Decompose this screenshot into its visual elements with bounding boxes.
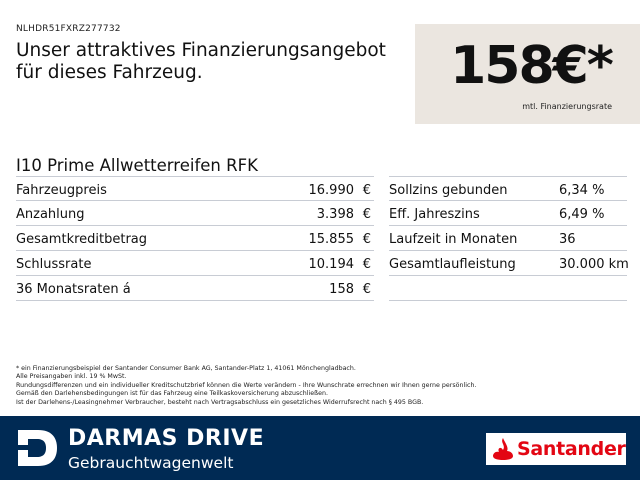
- footnote: * ein Finanzierungsbeispiel der Santande…: [16, 365, 626, 407]
- row-currency: €: [362, 232, 371, 247]
- row-value: 15.855: [308, 232, 355, 247]
- footnote-line: Ist der Darlehens-/Leasingnehmer Verbrau…: [16, 398, 424, 406]
- row-label: Schlussrate: [16, 257, 92, 272]
- row-currency: €: [362, 257, 371, 272]
- monthly-rate-value: 158€*: [450, 36, 614, 96]
- santander-logo: Santander: [486, 433, 626, 465]
- row-label: Fahrzeugpreis: [16, 183, 107, 198]
- row-currency: €: [362, 183, 371, 198]
- footnote-line: Gemäß den Darlehensbedingungen ist für d…: [16, 390, 328, 398]
- table-row: 36 Monatsraten á 158 €: [16, 276, 374, 301]
- darmas-drive-logo-icon: [14, 426, 60, 470]
- footnote-line: * ein Finanzierungsbeispiel der Santande…: [16, 365, 356, 372]
- table-row: Eff. Jahreszins 6,49 %: [389, 201, 627, 226]
- table-row: Schlussrate 10.194 €: [16, 251, 374, 276]
- table-row: Gesamtkreditbetrag 15.855 €: [16, 226, 374, 251]
- headline-line-1: Unser attraktives Finanzierungsangebot: [16, 40, 386, 61]
- headline: Unser attraktives Finanzierungsangebot f…: [16, 40, 406, 84]
- table-row: Sollzins gebunden 6,34 %: [389, 176, 627, 201]
- table-row: Laufzeit in Monaten 36: [389, 226, 627, 251]
- financing-table-left: Fahrzeugpreis 16.990 € Anzahlung 3.398 €…: [16, 176, 374, 301]
- row-label: Anzahlung: [16, 207, 85, 222]
- footer-banner: DARMAS DRIVE Gebrauchtwagenwelt Santande…: [0, 416, 640, 480]
- monthly-rate-label: mtl. Finanzierungsrate: [522, 102, 612, 111]
- row-value: 6,49 %: [559, 207, 605, 222]
- financing-table-right: Sollzins gebunden 6,34 % Eff. Jahreszins…: [389, 176, 629, 301]
- row-value: 16.990: [308, 183, 355, 198]
- row-value: 158: [329, 282, 354, 297]
- row-value: 10.194: [308, 257, 355, 272]
- row-label: 36 Monatsraten á: [16, 282, 131, 297]
- table-row-empty: [389, 276, 627, 301]
- row-value: 3.398: [316, 207, 354, 222]
- row-label: Gesamtkreditbetrag: [16, 232, 148, 247]
- monthly-rate-box: 158€* mtl. Finanzierungsrate: [415, 24, 640, 124]
- row-value: 6,34 %: [559, 183, 605, 198]
- santander-flame-icon: [493, 438, 513, 460]
- row-label: Gesamtlaufleistung: [389, 257, 516, 272]
- vin-number: NLHDR51FXRZ277732: [16, 24, 121, 34]
- row-currency: €: [362, 282, 371, 297]
- vehicle-model: I10 Prime Allwetterreifen RFK: [16, 156, 258, 175]
- row-label: Eff. Jahreszins: [389, 207, 480, 222]
- footnote-line: Alle Preisangaben inkl. 19 % MwSt.: [16, 373, 127, 381]
- row-value: 36: [559, 232, 576, 247]
- row-value: 30.000 km: [559, 257, 629, 272]
- row-label: Sollzins gebunden: [389, 183, 508, 198]
- table-row: Gesamtlaufleistung 30.000 km: [389, 251, 629, 276]
- row-currency: €: [362, 207, 371, 222]
- partner-name: Santander: [517, 438, 626, 460]
- row-label: Laufzeit in Monaten: [389, 232, 518, 247]
- brand-subtitle: Gebrauchtwagenwelt: [68, 454, 234, 472]
- table-row: Fahrzeugpreis 16.990 €: [16, 176, 374, 201]
- table-row: Anzahlung 3.398 €: [16, 201, 374, 226]
- headline-line-2: für dieses Fahrzeug.: [16, 62, 203, 83]
- footnote-line: Rundungsdifferenzen und ein individuelle…: [16, 381, 477, 389]
- brand-name: DARMAS DRIVE: [68, 426, 265, 451]
